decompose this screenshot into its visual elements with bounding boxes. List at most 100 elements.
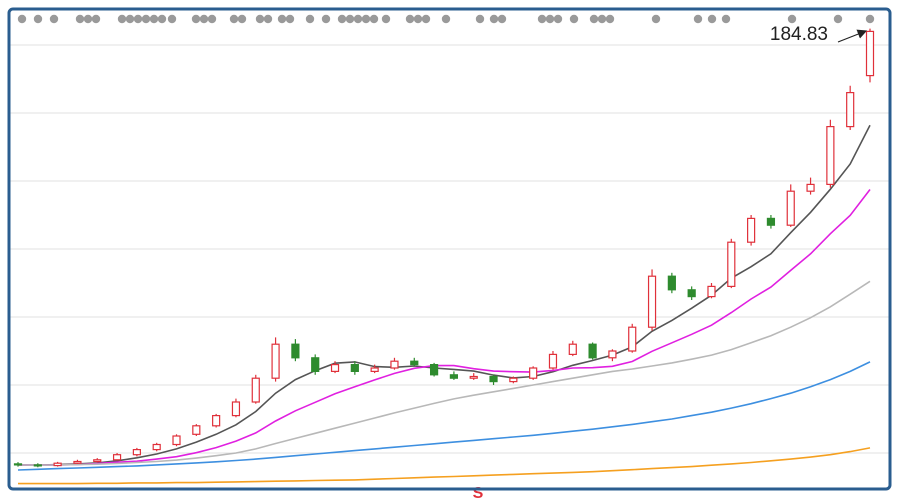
event-dot — [651, 14, 661, 24]
candle-body — [370, 367, 379, 372]
candle-body — [172, 435, 181, 446]
event-dot — [255, 14, 265, 24]
event-dot — [865, 14, 875, 24]
event-dot — [361, 14, 371, 24]
candle-body — [647, 275, 657, 328]
event-dot — [707, 14, 717, 24]
candle-body — [291, 343, 300, 359]
candle-body — [53, 462, 62, 467]
event-dot — [441, 14, 451, 24]
candle-body — [13, 463, 23, 466]
candle-body — [231, 401, 241, 417]
candle-body — [429, 364, 439, 376]
candle-body — [350, 364, 359, 373]
event-dot — [497, 14, 507, 24]
event-dot — [191, 14, 201, 24]
event-dot — [237, 14, 247, 24]
candle-body — [667, 275, 676, 291]
event-dot — [721, 14, 731, 24]
candle-body — [93, 459, 102, 463]
event-dot — [149, 14, 159, 24]
candle-body — [747, 217, 756, 243]
candle-body — [112, 454, 122, 461]
candle-body — [271, 343, 280, 379]
event-dot — [141, 14, 151, 24]
moving-average-line — [17, 189, 871, 467]
event-dot — [489, 14, 499, 24]
event-dot — [321, 14, 331, 24]
candle-body — [806, 183, 815, 192]
event-dot — [413, 14, 423, 24]
event-dot — [345, 14, 355, 24]
candle-body — [469, 375, 478, 379]
candle-body — [687, 289, 696, 298]
event-dot — [117, 14, 127, 24]
event-dot — [125, 14, 135, 24]
event-dot — [305, 14, 315, 24]
event-dot — [553, 14, 563, 24]
event-dot — [285, 14, 295, 24]
event-dot — [229, 14, 239, 24]
plot-area — [10, 14, 889, 485]
candle-body — [865, 30, 875, 77]
event-dot — [353, 14, 363, 24]
event-dot — [475, 14, 485, 24]
candle-body — [826, 125, 835, 185]
candle-body — [568, 343, 577, 356]
candle-body — [33, 464, 42, 467]
candle-body — [410, 360, 419, 366]
event-dot — [545, 14, 555, 24]
moving-average-line — [17, 280, 871, 467]
candle-body — [330, 364, 340, 373]
event-marker-label: S — [473, 485, 484, 498]
candle-body — [152, 443, 161, 451]
frame — [7, 7, 892, 491]
event-dot — [49, 14, 59, 24]
event-dot — [17, 14, 27, 24]
event-dot — [405, 14, 415, 24]
moving-average-line — [18, 447, 871, 485]
event-dot — [167, 14, 177, 24]
candle-body — [390, 360, 399, 369]
candle-body — [489, 375, 498, 383]
event-dot — [787, 14, 797, 24]
event-dot — [157, 14, 167, 24]
candle-body — [192, 425, 201, 435]
candle-body — [727, 241, 736, 287]
event-dot — [597, 14, 607, 24]
event-dot — [277, 14, 287, 24]
candle-body — [509, 377, 518, 383]
event-dot — [263, 14, 273, 24]
candle-body — [311, 357, 320, 372]
moving-average-line — [17, 361, 871, 471]
event-dot — [75, 14, 85, 24]
candle-body — [529, 367, 538, 379]
event-dot — [133, 14, 143, 24]
candle-body — [449, 374, 459, 379]
event-dot — [537, 14, 547, 24]
event-dot — [421, 14, 431, 24]
candle-body — [766, 217, 776, 226]
event-dot — [693, 14, 703, 24]
candle-body — [628, 326, 637, 352]
last-price-arrow — [837, 29, 868, 43]
event-dot — [833, 14, 843, 24]
event-dot — [33, 14, 43, 24]
candle-body — [846, 91, 855, 128]
event-dot — [369, 14, 379, 24]
candle-body — [251, 377, 260, 403]
event-dot — [605, 14, 615, 24]
candle-body — [588, 343, 597, 359]
event-dot — [589, 14, 599, 24]
event-dot — [91, 14, 101, 24]
event-dot — [381, 14, 391, 24]
candle-body — [73, 460, 82, 464]
event-dot — [83, 14, 93, 24]
candle-body — [707, 285, 716, 298]
candle-body — [786, 190, 795, 226]
moving-average-line — [17, 124, 871, 467]
event-dot — [207, 14, 217, 24]
event-dot — [569, 14, 579, 24]
event-dot — [337, 14, 347, 24]
